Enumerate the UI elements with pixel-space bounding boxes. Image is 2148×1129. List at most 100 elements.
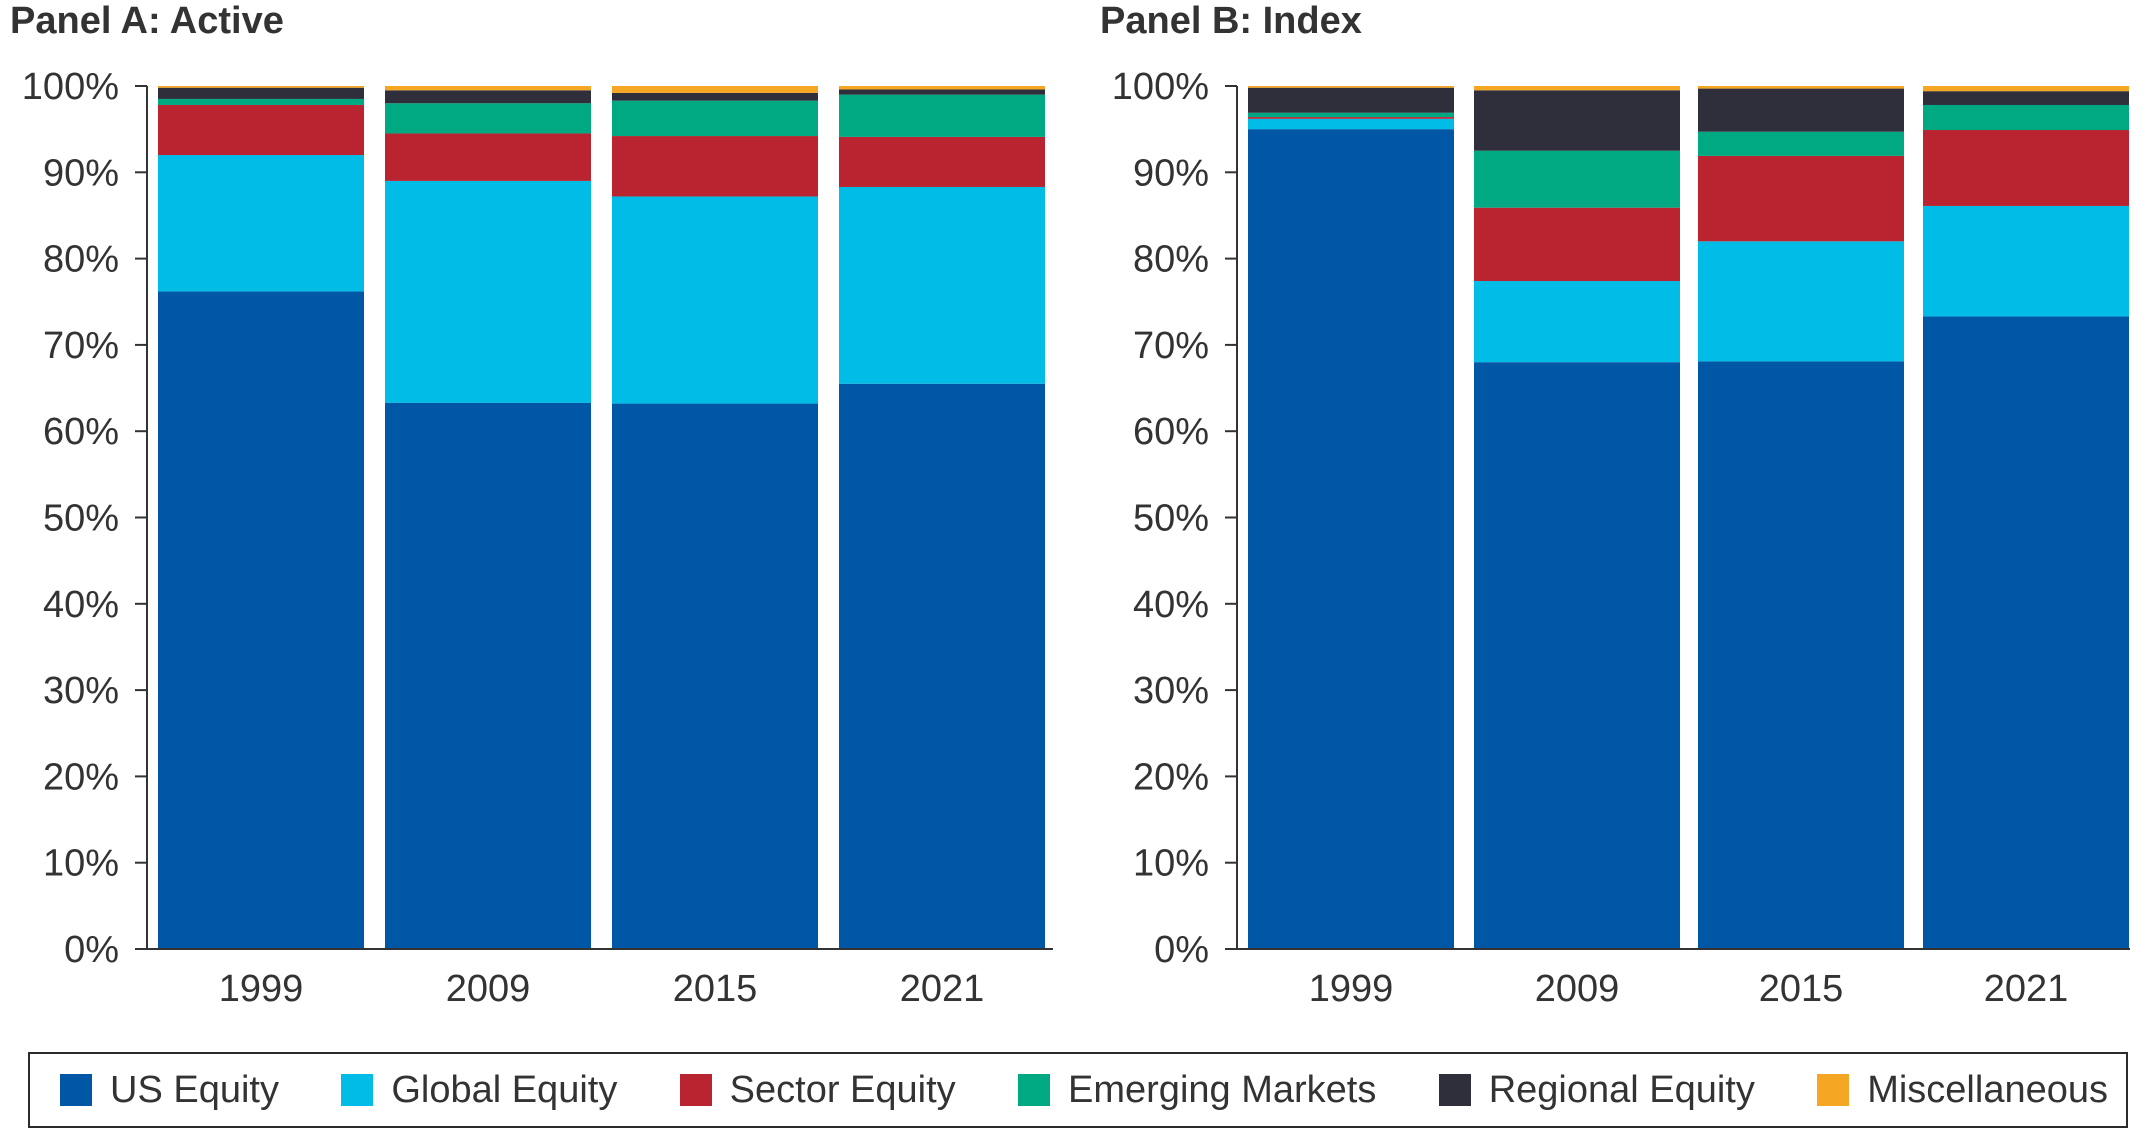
panel-b-bar-1999-us-equity — [1248, 129, 1454, 949]
panel-a-bar-2015-emerging-markets — [612, 100, 818, 137]
panel-b-bar-2009-emerging-markets — [1474, 150, 1680, 208]
panel-b-bar-2009-sector-equity — [1474, 207, 1680, 282]
panel-b-bar-1999-global-equity — [1248, 118, 1454, 130]
legend-swatch — [679, 1074, 712, 1106]
panel-a-bar-2009-global-equity — [385, 180, 591, 403]
panel-b-bar-1999-miscellaneous — [1248, 86, 1454, 88]
legend-label: Global Equity — [391, 1068, 618, 1111]
panel-a-y-tick-label: 20% — [43, 756, 119, 798]
panel-a-x-tick-label: 2021 — [900, 968, 985, 1010]
panel-b-y-tick-label: 50% — [1133, 498, 1209, 540]
panel-b-bar-2009-us-equity — [1474, 362, 1680, 949]
panel-a-y-tick-label: 40% — [43, 584, 119, 626]
legend-item-miscellaneous: Miscellaneous — [1817, 1069, 2108, 1112]
panel-b-y-tick-label: 80% — [1133, 239, 1209, 281]
panel-a-bar-2021-regional-equity — [839, 89, 1045, 95]
panel-a-bar-2015-sector-equity — [612, 136, 818, 197]
panel-a-y-tick-label: 90% — [43, 152, 119, 194]
panel-b-x-tick-label: 2009 — [1535, 968, 1620, 1010]
panel-b-bar-2009-global-equity — [1474, 281, 1680, 363]
panel-a-x-tick-label: 2009 — [446, 968, 531, 1010]
panel-b-title: Panel B: Index — [1100, 0, 1362, 42]
panel-a-bar-2009-emerging-markets — [385, 103, 591, 134]
panel-a-y-tick-label: 50% — [43, 498, 119, 540]
panel-a-bar-2009-miscellaneous — [385, 86, 591, 91]
panel-a-bar-2015-us-equity — [612, 403, 818, 950]
panel-b-bar-1999-emerging-markets — [1248, 112, 1454, 118]
panel-b-chart: 0% 10% 20% 30% 40% 50% 60% 70% 80% 90% 100% 1999 200… — [1112, 66, 2130, 1010]
panel-b-bar-2021-global-equity — [1923, 205, 2129, 317]
panel-a-y-tick-label: 70% — [43, 325, 119, 367]
panel-b-y-tick-label: 30% — [1133, 670, 1209, 712]
panel-a-bar-2015-regional-equity — [612, 92, 818, 101]
panel-b-bar-2015-regional-equity — [1698, 88, 1904, 132]
panel-a-y-tick-label: 10% — [43, 843, 119, 885]
panel-a-bar-2021-global-equity — [839, 186, 1045, 384]
panel-a-bar-2009-regional-equity — [385, 90, 591, 104]
panel-b-y-tick-label: 40% — [1133, 584, 1209, 626]
legend-item-us-equity: US Equity — [60, 1069, 279, 1112]
panel-b-y-tick-label: 90% — [1133, 152, 1209, 194]
panel-a-y-tick-label: 100% — [22, 66, 119, 108]
panel-b-x-tick-label: 2021 — [1984, 968, 2069, 1010]
legend-label: Sector Equity — [729, 1068, 956, 1111]
panel-b-bar-2021-emerging-markets — [1923, 104, 2129, 131]
panel-b-x-tick-label: 1999 — [1309, 968, 1394, 1010]
panel-b-bar-2015-miscellaneous — [1698, 86, 1904, 89]
panel-b-bar-2021-regional-equity — [1923, 91, 2129, 105]
panel-b-bar-2015-sector-equity — [1698, 155, 1904, 242]
legend-item-sector-equity: Sector Equity — [679, 1068, 956, 1112]
panel-a-bar-2021-sector-equity — [839, 136, 1045, 187]
legend-label: Regional Equity — [1488, 1068, 1755, 1111]
panel-a-y-tick-label: 0% — [64, 929, 119, 971]
panel-a-bar-2009-sector-equity — [385, 133, 591, 181]
panel-b-y-tick-label: 100% — [1112, 66, 1209, 108]
legend-swatch — [1018, 1074, 1051, 1106]
panel-a-chart: 0% 10% 20% 30% 40% 50% 60% 70% 80% 90% 100% 1999 200… — [22, 66, 1053, 1010]
panel-b-bar-2015-global-equity — [1698, 241, 1904, 362]
panel-a-bar-1999-global-equity — [158, 155, 364, 292]
panel-b-bar-2015-emerging-markets — [1698, 131, 1904, 156]
panel-b-y-tick-label: 20% — [1133, 756, 1209, 798]
legend-swatch — [60, 1074, 92, 1106]
panel-b-y-tick-label: 0% — [1154, 929, 1209, 971]
panel-b-bar-2009-miscellaneous — [1474, 86, 1680, 91]
legend: US Equity Global Equity Sector Equity Emerg… — [28, 1052, 2128, 1128]
panel-a-bar-1999-regional-equity — [158, 87, 364, 99]
panel-a-bar-2021-emerging-markets — [839, 94, 1045, 137]
panel-a-bar-2009-us-equity — [385, 402, 591, 949]
panel-b-bar-2021-miscellaneous — [1923, 86, 2129, 92]
panel-a-y-tick-label: 80% — [43, 239, 119, 281]
legend-label: US Equity — [110, 1068, 279, 1111]
panel-a-y-tick-label: 30% — [43, 670, 119, 712]
panel-b-bar-1999-regional-equity — [1248, 87, 1454, 113]
legend-swatch — [341, 1074, 374, 1106]
legend-swatch — [1438, 1074, 1471, 1106]
legend-label: Emerging Markets — [1068, 1068, 1377, 1111]
panel-a-title: Panel A: Active — [10, 0, 284, 42]
panel-b-x-tick-label: 2015 — [1759, 968, 1844, 1010]
panel-a-bar-2015-global-equity — [612, 196, 818, 404]
panel-b-y-tick-label: 70% — [1133, 325, 1209, 367]
panel-b-bar-1999-sector-equity — [1248, 117, 1454, 119]
panel-a-bar-1999-emerging-markets — [158, 98, 364, 105]
panel-a-bar-2021-miscellaneous — [839, 86, 1045, 90]
panel-b-bar-2021-us-equity — [1923, 316, 2129, 949]
panel-a-bar-1999-us-equity — [158, 291, 364, 949]
legend-label: Miscellaneous — [1867, 1068, 2108, 1111]
legend-item-regional-equity: Regional Equity — [1438, 1068, 1755, 1112]
panel-b-bar-2009-regional-equity — [1474, 90, 1680, 151]
panel-a-x-tick-label: 1999 — [219, 968, 304, 1010]
panel-b-y-tick-label: 10% — [1133, 843, 1209, 885]
legend-item-emerging-markets: Emerging Markets — [1018, 1069, 1376, 1112]
panel-b-bar-2021-sector-equity — [1923, 130, 2129, 206]
panel-a-bar-2021-us-equity — [839, 383, 1045, 949]
legend-swatch — [1817, 1074, 1850, 1106]
panel-b-bar-2015-us-equity — [1698, 361, 1904, 949]
panel-a-bar-1999-miscellaneous — [158, 86, 364, 88]
panel-a-bar-2015-miscellaneous — [612, 86, 818, 93]
panel-a-x-tick-label: 2015 — [673, 968, 758, 1010]
legend-item-global-equity: Global Equity — [341, 1069, 617, 1112]
panel-a-y-tick-label: 60% — [43, 411, 119, 453]
